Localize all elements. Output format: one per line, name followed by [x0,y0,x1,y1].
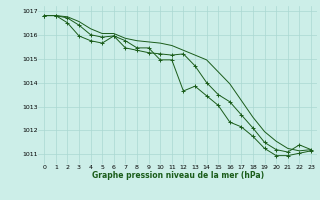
X-axis label: Graphe pression niveau de la mer (hPa): Graphe pression niveau de la mer (hPa) [92,171,264,180]
